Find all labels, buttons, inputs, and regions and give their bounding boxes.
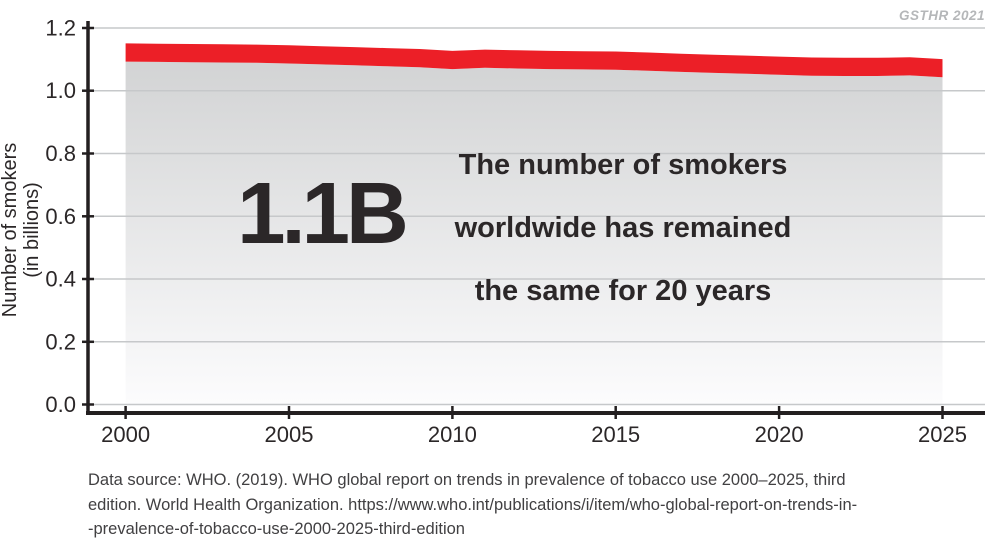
- source-line-1: Data source: WHO. (2019). WHO global rep…: [88, 471, 846, 489]
- x-tick-label: 2000: [101, 422, 150, 447]
- tick-marks: [82, 26, 944, 419]
- tick-labels: 0.0 0.2 0.4 0.6 0.8 1.0 1.2 2000 2005 2010 2015 202…: [45, 16, 967, 448]
- data-source-citation: Data source: WHO. (2019). WHO global rep…: [88, 468, 918, 542]
- gridlines: [88, 27, 985, 406]
- y-tick-label: 0.2: [45, 329, 76, 354]
- source-line-2: edition. World Health Organization. http…: [88, 495, 858, 514]
- x-tick-label: 2025: [918, 422, 967, 447]
- svg-text:(in billions): (in billions): [21, 182, 43, 278]
- chart-annotation: The number of smokers worldwide has rema…: [403, 150, 843, 339]
- source-line-3: -prevalence-of-tobacco-use-2000-2025-thi…: [88, 520, 465, 538]
- svg-text:Number of smokers: Number of smokers: [0, 143, 21, 318]
- y-tick-label: 0.4: [45, 267, 76, 292]
- smokers-series-line: [125, 43, 943, 78]
- y-tick-label: 0.6: [45, 204, 76, 229]
- axes: [86, 21, 985, 415]
- gsthr-watermark: GSTHR 2021: [898, 8, 985, 23]
- y-tick-label: 0.8: [45, 141, 76, 166]
- smokers-area-chart: 0.0 0.2 0.4 0.6 0.8 1.0 1.2 2000 2005 2010 2015 202…: [0, 16, 985, 448]
- y-tick-label: 0.0: [45, 392, 76, 417]
- x-tick-label: 2020: [755, 422, 804, 447]
- annotation-line-2: worldwide has remained: [454, 212, 792, 244]
- y-tick-label: 1.2: [45, 16, 76, 41]
- annotation-line-1: The number of smokers: [458, 149, 788, 181]
- big-value-label: 1.1B: [237, 165, 409, 262]
- annotation-line-3: the same for 20 years: [474, 275, 772, 307]
- area-fill: [125, 61, 943, 405]
- y-axis-title: Number of smokers (in billions): [0, 143, 43, 318]
- x-tick-label: 2010: [428, 422, 477, 447]
- y-tick-label: 1.0: [45, 78, 76, 103]
- x-tick-label: 2015: [591, 422, 640, 447]
- x-tick-label: 2005: [265, 422, 314, 447]
